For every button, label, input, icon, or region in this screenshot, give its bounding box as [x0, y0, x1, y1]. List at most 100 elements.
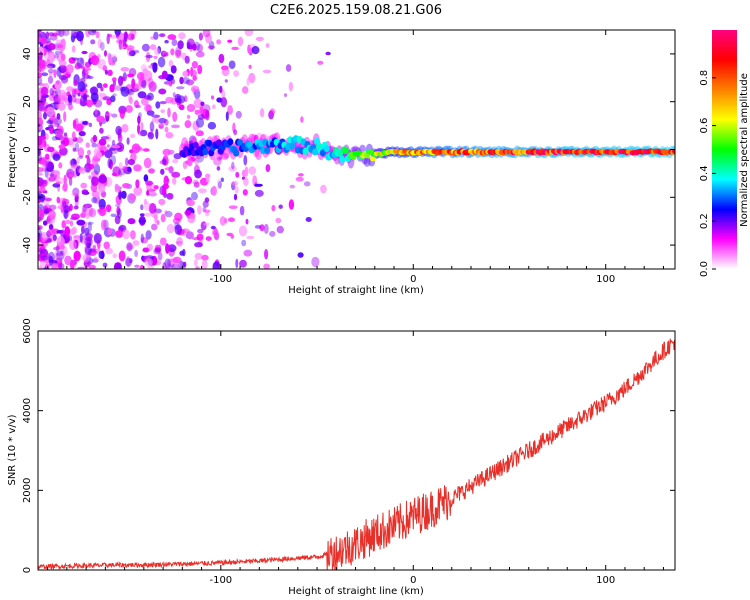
- noise-blob: [153, 185, 159, 190]
- noise-blob: [172, 217, 181, 225]
- spectrogram-x-ticks: -100 0 100: [47, 30, 664, 285]
- noise-blob: [195, 130, 204, 137]
- noise-blob: [73, 235, 81, 239]
- noise-blob: [107, 227, 113, 236]
- noise-blob: [135, 179, 140, 189]
- noise-blob: [91, 142, 98, 148]
- noise-blob: [192, 75, 197, 81]
- noise-blob: [96, 115, 105, 123]
- noise-blob: [186, 41, 191, 50]
- noise-blob: [52, 153, 61, 161]
- noise-blob: [131, 78, 136, 89]
- noise-blob: [168, 193, 173, 198]
- noise-blob: [122, 229, 130, 240]
- noise-blob: [151, 212, 156, 218]
- noise-blob: [145, 51, 151, 63]
- noise-blob: [64, 226, 71, 237]
- noise-blob: [47, 68, 55, 74]
- noise-blob: [140, 122, 144, 131]
- noise-blob: [126, 45, 135, 51]
- noise-blob: [207, 45, 216, 50]
- noise-blob: [112, 80, 116, 87]
- noise-blob: [170, 48, 175, 56]
- noise-blob: [297, 252, 304, 258]
- noise-blob: [298, 173, 304, 177]
- noise-blob: [143, 95, 152, 100]
- noise-blob: [88, 30, 97, 36]
- colorbar-tick-label: 0.2: [699, 213, 710, 229]
- noise-blob: [171, 171, 181, 178]
- noise-blob: [151, 223, 158, 231]
- noise-blob: [248, 64, 252, 69]
- noise-blob: [227, 105, 233, 115]
- noise-blob: [63, 181, 68, 192]
- noise-blob: [100, 41, 105, 51]
- x-tick-label: 0: [410, 575, 416, 586]
- noise-blob: [146, 54, 153, 59]
- band-core: [342, 147, 349, 154]
- noise-blob: [172, 177, 177, 185]
- noise-blob: [165, 132, 174, 139]
- noise-blob: [143, 212, 153, 217]
- noise-blob: [184, 55, 190, 64]
- noise-blob: [167, 34, 177, 40]
- noise-blob: [93, 256, 99, 263]
- noise-blob: [182, 261, 186, 269]
- noise-blob: [44, 153, 50, 160]
- noise-blob: [70, 32, 78, 37]
- noise-blob: [48, 224, 54, 230]
- noise-blob: [254, 189, 264, 197]
- noise-blob: [38, 209, 45, 218]
- noise-blob: [219, 85, 223, 94]
- noise-blob: [289, 184, 295, 189]
- noise-blob: [153, 55, 158, 59]
- noise-blob: [160, 213, 166, 223]
- noise-blob: [77, 266, 86, 269]
- noise-blob: [91, 176, 99, 187]
- noise-blob: [213, 157, 222, 166]
- noise-blob: [48, 43, 56, 51]
- noise-blob: [134, 100, 139, 108]
- noise-blob: [71, 57, 80, 61]
- noise-blob: [178, 104, 185, 111]
- noise-blob: [68, 173, 75, 178]
- y-tick-label: 0: [22, 146, 33, 152]
- noise-blob: [264, 249, 269, 260]
- noise-blob: [74, 193, 80, 201]
- noise-blob: [148, 168, 155, 174]
- noise-blob: [233, 129, 238, 136]
- noise-blob: [49, 88, 54, 96]
- snr-x-ticks: -100 0 100: [47, 331, 664, 586]
- noise-blob: [63, 111, 67, 122]
- noise-blob: [275, 217, 282, 224]
- noise-blob: [146, 110, 155, 116]
- noise-blob: [45, 31, 50, 39]
- noise-blob: [106, 33, 110, 45]
- noise-blob: [207, 121, 217, 130]
- noise-blob: [179, 76, 184, 85]
- noise-blob: [164, 210, 173, 218]
- noise-blob: [288, 81, 294, 92]
- noise-blob: [192, 237, 201, 241]
- noise-blob: [60, 140, 65, 145]
- noise-blob: [48, 209, 56, 220]
- noise-blob: [102, 65, 108, 72]
- noise-blob: [140, 97, 149, 106]
- noise-blob: [46, 63, 56, 69]
- noise-blob: [57, 30, 65, 37]
- noise-blob: [48, 204, 57, 211]
- noise-blob: [205, 173, 211, 179]
- noise-blob: [56, 236, 65, 247]
- noise-blob: [43, 210, 50, 214]
- noise-blob: [107, 69, 113, 77]
- noise-blob: [71, 45, 76, 53]
- noise-blob: [158, 123, 165, 129]
- noise-blob: [45, 59, 51, 65]
- noise-blob: [111, 113, 118, 118]
- noise-blob: [43, 112, 47, 120]
- y-tick-label: 20: [22, 95, 33, 108]
- noise-blob: [158, 198, 166, 206]
- noise-blob: [203, 222, 210, 226]
- noise-blob: [38, 31, 44, 40]
- noise-blob: [61, 53, 66, 61]
